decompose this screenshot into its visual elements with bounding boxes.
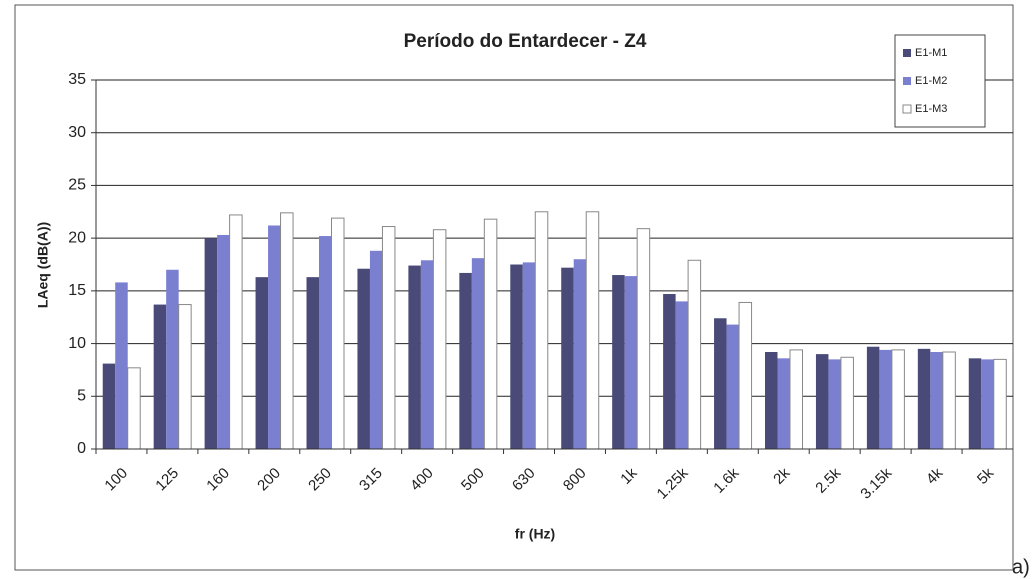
bar — [127, 367, 141, 450]
bar — [319, 236, 332, 449]
bar — [459, 272, 472, 449]
x-tick-label: 315 — [356, 465, 386, 495]
bar — [866, 346, 880, 449]
bar — [102, 363, 116, 449]
x-tick-label: 800 — [560, 465, 590, 495]
x-tick-label: 1.25k — [654, 464, 692, 502]
x-tick-label: 160 — [203, 465, 233, 495]
bar — [981, 359, 994, 449]
bar — [663, 294, 676, 449]
y-tick-label: 30 — [68, 124, 86, 141]
bar — [510, 264, 523, 449]
bar — [483, 218, 498, 450]
bar — [153, 304, 167, 449]
bar — [268, 225, 281, 449]
bar — [585, 211, 600, 450]
legend-label: E1-M1 — [915, 47, 947, 59]
y-tick-label: 15 — [68, 282, 86, 299]
bar — [381, 226, 396, 450]
x-tick-label: 200 — [254, 465, 284, 495]
bar — [255, 277, 269, 449]
annotation: a) — [1012, 556, 1030, 578]
bar — [738, 301, 753, 450]
chart-title: Período do Entardecer - Z4 — [404, 31, 647, 52]
x-tick-label: 630 — [509, 465, 539, 495]
x-tick-label: 250 — [305, 465, 335, 495]
bar — [968, 358, 982, 449]
legend-label: E1-M2 — [915, 75, 947, 87]
bar — [765, 352, 778, 449]
x-tick-label: 100 — [101, 465, 131, 495]
bar — [306, 277, 319, 449]
x-tick-label: 5k — [974, 464, 998, 488]
bar — [561, 267, 574, 449]
y-tick-label: 35 — [68, 71, 86, 88]
bar — [408, 265, 421, 449]
bar — [687, 259, 702, 450]
bar — [636, 228, 651, 450]
chart-frame — [14, 4, 1014, 571]
bar — [624, 276, 638, 449]
x-tick-label: 2k — [770, 464, 794, 488]
x-tick-label: 3.15k — [857, 464, 895, 502]
bar — [815, 354, 829, 449]
x-tick-label: 1.6k — [710, 464, 742, 496]
bar — [714, 318, 727, 449]
x-tick-label: 500 — [458, 465, 488, 495]
bar — [917, 348, 931, 449]
x-tick-label: 125 — [152, 465, 182, 495]
bar — [891, 349, 905, 450]
legend-label: E1-M3 — [915, 103, 947, 115]
y-tick-label: 0 — [77, 440, 86, 457]
bar — [229, 214, 243, 450]
bar — [942, 351, 956, 450]
bar — [357, 268, 370, 449]
bar — [828, 359, 841, 449]
y-tick-label: 5 — [77, 388, 86, 405]
bar — [534, 211, 549, 450]
bar — [930, 352, 943, 449]
x-tick-label: 2.5k — [812, 464, 844, 496]
bar — [777, 358, 790, 449]
y-tick-label: 20 — [68, 229, 86, 246]
bar — [573, 259, 587, 449]
x-tick-label: 4k — [923, 464, 947, 488]
bar — [840, 356, 854, 450]
bar — [115, 282, 128, 449]
legend-swatch — [903, 77, 911, 85]
bar — [612, 275, 625, 449]
y-tick-label: 25 — [68, 177, 86, 194]
x-tick-label: 1k — [617, 464, 641, 488]
x-tick-label: 400 — [407, 465, 437, 495]
bar — [675, 301, 689, 449]
bar — [993, 358, 1007, 450]
bar — [217, 234, 230, 449]
bar — [369, 250, 383, 449]
bar — [789, 349, 803, 450]
bar — [522, 262, 536, 449]
bar — [432, 229, 447, 450]
legend-swatch — [903, 49, 911, 57]
x-axis-label: fr (Hz) — [515, 526, 555, 542]
y-tick-label: 10 — [68, 335, 86, 352]
bar — [726, 324, 740, 449]
legend-swatch — [902, 104, 912, 114]
bar — [331, 217, 345, 450]
bar — [280, 212, 294, 450]
bar — [178, 304, 192, 450]
bar — [204, 238, 218, 449]
y-axis-label: LAeq (dB(A)) — [35, 222, 51, 308]
bar — [166, 269, 179, 449]
bar — [471, 258, 485, 449]
bar — [879, 349, 892, 449]
bar — [420, 260, 434, 449]
